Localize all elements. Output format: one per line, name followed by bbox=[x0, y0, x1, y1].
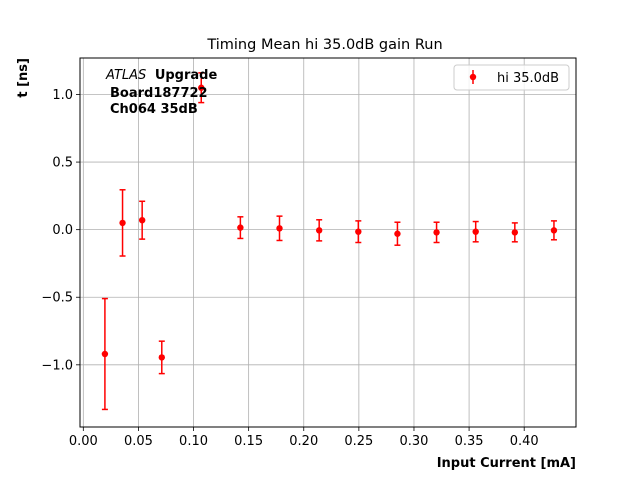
legend: hi 35.0dB bbox=[453, 64, 570, 91]
data-point bbox=[355, 228, 362, 235]
data-point bbox=[511, 229, 519, 236]
legend-box bbox=[453, 64, 570, 91]
data-point bbox=[158, 354, 165, 361]
plot-frame bbox=[79, 57, 577, 428]
x-tick-label: 0.20 bbox=[289, 434, 318, 449]
annotation-experiment: ATLAS bbox=[105, 68, 146, 83]
legend-label: hi 35.0dB bbox=[497, 71, 559, 86]
y-tick-label: 0.5 bbox=[52, 156, 73, 171]
data-points bbox=[101, 72, 558, 411]
x-tick-label: 0.35 bbox=[455, 434, 484, 449]
annotation-channel: Ch064 35dB bbox=[110, 102, 198, 117]
x-tick-label: 0.10 bbox=[179, 434, 208, 449]
data-point bbox=[276, 225, 283, 232]
atlas-annotation: ATLAS Upgrade Board187722 Ch064 35dB bbox=[105, 68, 217, 117]
y-tick-label: 0.0 bbox=[52, 223, 73, 238]
data-point bbox=[119, 219, 126, 227]
y-tick-label: −1.0 bbox=[41, 358, 73, 373]
y-tick-label: −0.5 bbox=[41, 291, 73, 306]
x-tick-label: 0.05 bbox=[124, 434, 153, 449]
y-tick-label: 1.0 bbox=[52, 88, 73, 103]
x-tick-label: 0.25 bbox=[344, 434, 373, 449]
data-point bbox=[550, 227, 558, 234]
data-point bbox=[237, 224, 244, 231]
svg-text:ATLAS Upgrade: ATLAS Upgrade bbox=[105, 68, 217, 83]
data-point bbox=[315, 227, 323, 234]
annotation-tag: Upgrade bbox=[155, 68, 218, 83]
data-point bbox=[433, 229, 440, 236]
annotation-board: Board187722 bbox=[110, 86, 208, 101]
x-tick-label: 0.00 bbox=[69, 434, 98, 449]
chart-title: Timing Mean hi 35.0dB gain Run bbox=[206, 37, 442, 53]
x-axis-ticks: 0.00 0.05 0.10 0.15 0.20 0.25 0.30 0.35 0.40 bbox=[69, 427, 539, 449]
y-axis-label: t [ns] bbox=[16, 58, 31, 98]
x-tick-label: 0.40 bbox=[510, 434, 539, 449]
data-point bbox=[101, 350, 109, 358]
data-point bbox=[472, 228, 479, 235]
x-tick-label: 0.30 bbox=[399, 434, 428, 449]
y-axis-ticks: −1.0 −0.5 0.0 0.5 1.0 bbox=[41, 88, 80, 373]
x-tick-label: 0.15 bbox=[234, 434, 263, 449]
data-point bbox=[394, 230, 401, 237]
data-point bbox=[138, 216, 146, 224]
legend-marker bbox=[469, 73, 477, 81]
data-point bbox=[198, 84, 205, 91]
x-axis-label: Input Current [mA] bbox=[437, 456, 576, 471]
